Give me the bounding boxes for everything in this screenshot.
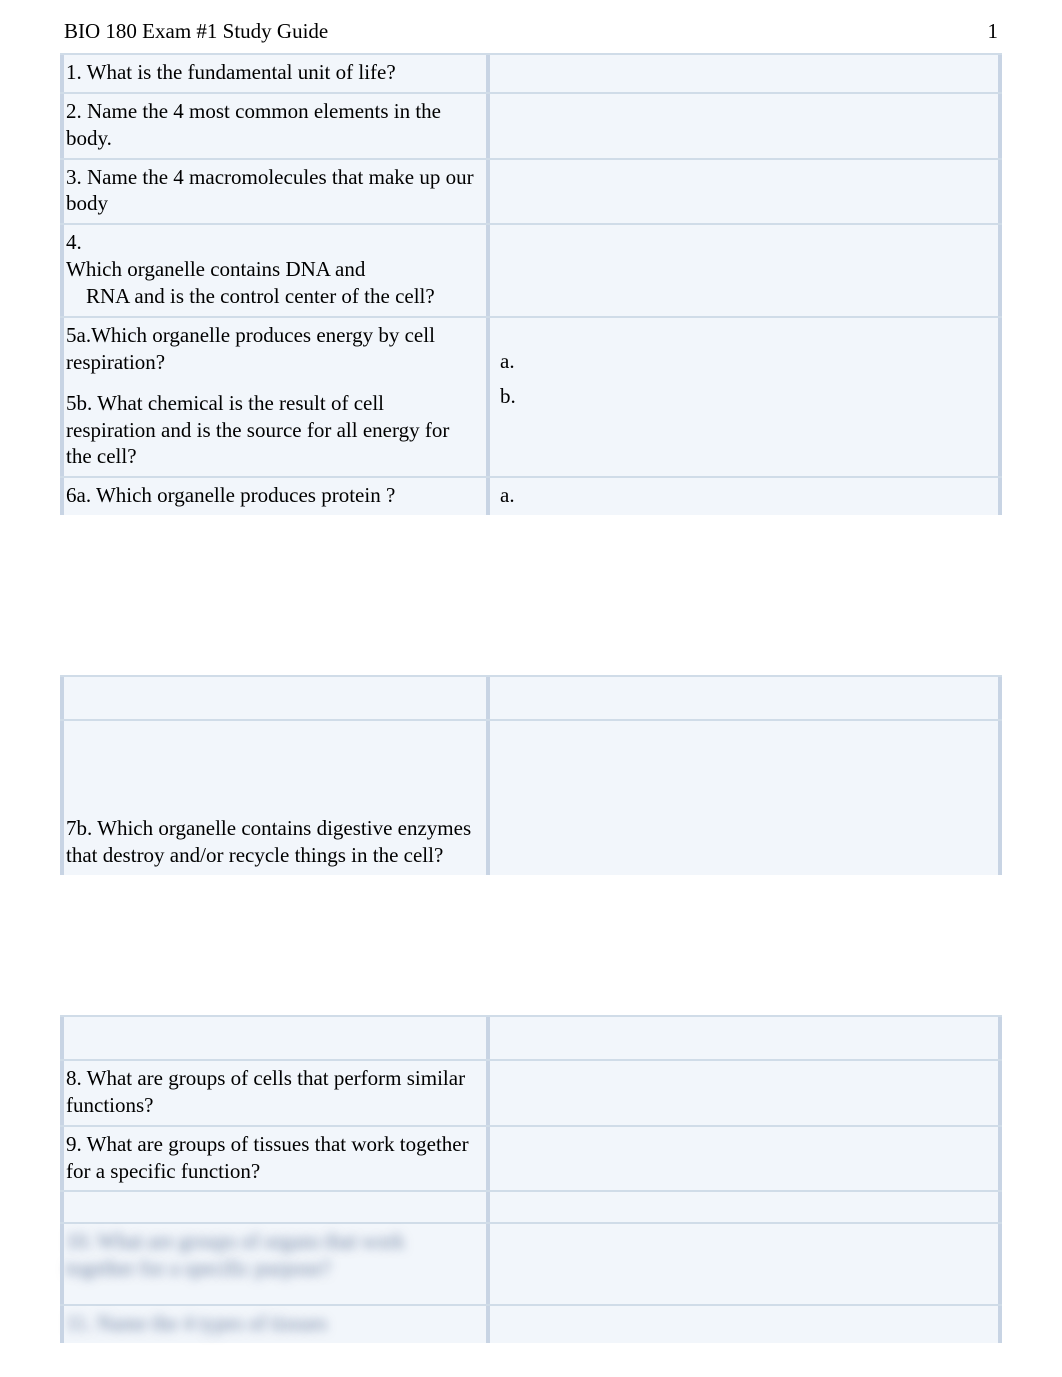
- question-3: 3. Name the 4 macromolecules that make u…: [60, 160, 490, 224]
- question-9: 9. What are groups of tissues that work …: [60, 1127, 490, 1191]
- question-5b: 5b. What chemical is the result of cell …: [66, 390, 476, 471]
- question-4-number: 4.: [66, 229, 118, 256]
- study-guide-table-3: 8. What are groups of cells that perform…: [60, 1015, 1002, 1343]
- question-blank-a: [60, 677, 490, 719]
- page-number: 1: [988, 18, 999, 45]
- question-10-blurred: 10. What are groups of organs that work …: [60, 1224, 490, 1304]
- question-2: 2. Name the 4 most common elements in th…: [60, 94, 490, 158]
- answer-9: [490, 1127, 1002, 1191]
- question-11-blurred: 11. Name the 4 types of tissues: [60, 1306, 490, 1343]
- page-title: BIO 180 Exam #1 Study Guide: [64, 18, 328, 45]
- answer-5b-label: b.: [500, 383, 992, 410]
- study-guide-table: 1. What is the fundamental unit of life?…: [60, 53, 1002, 515]
- answer-10: [490, 1224, 1002, 1304]
- question-6a: 6a. Which organelle produces protein ?: [60, 478, 490, 515]
- answer-8: [490, 1061, 1002, 1125]
- answer-1: [490, 55, 1002, 92]
- question-5: 5a.Which organelle produces energy by ce…: [60, 318, 490, 476]
- question-4: 4.Which organelle contains DNA and RNA a…: [60, 225, 490, 316]
- answer-blank-b: [490, 1017, 1002, 1059]
- answer-11: [490, 1306, 1002, 1343]
- answer-blank-a: [490, 677, 1002, 719]
- question-5a: 5a.Which organelle produces energy by ce…: [66, 322, 476, 376]
- question-blank-c: [60, 1192, 490, 1222]
- answer-5a-label: a.: [500, 348, 992, 375]
- question-blank-b: [60, 1017, 490, 1059]
- study-guide-table-2: 7b. Which organelle contains digestive e…: [60, 675, 1002, 875]
- answer-7b: [490, 721, 1002, 875]
- question-8: 8. What are groups of cells that perform…: [60, 1061, 490, 1125]
- answer-2: [490, 94, 1002, 158]
- answer-6a: a.: [490, 478, 1002, 515]
- answer-blank-c: [490, 1192, 1002, 1222]
- question-7b: 7b. Which organelle contains digestive e…: [60, 721, 490, 875]
- question-7b-text: 7b. Which organelle contains digestive e…: [66, 815, 476, 869]
- question-1: 1. What is the fundamental unit of life?: [60, 55, 490, 92]
- answer-4: [490, 225, 1002, 316]
- answer-5: a. b.: [490, 318, 1002, 476]
- question-4-line1: Which organelle contains DNA and: [66, 256, 426, 283]
- answer-3: [490, 160, 1002, 224]
- gap-1: [60, 515, 1002, 675]
- gap-2: [60, 875, 1002, 1015]
- question-4-line2: RNA and is the control center of the cel…: [66, 283, 476, 310]
